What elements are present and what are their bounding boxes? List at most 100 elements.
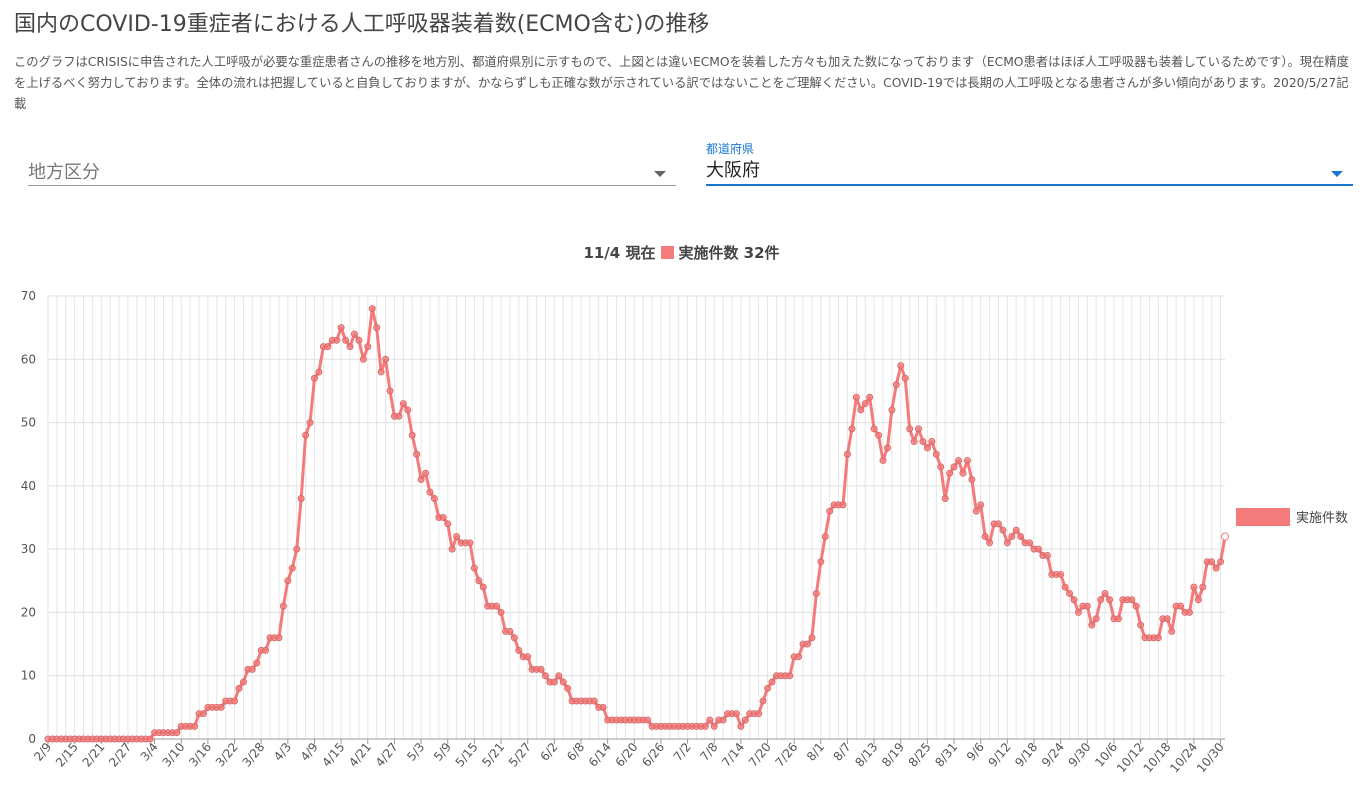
data-point [284,577,292,585]
y-tick-label: 70 [21,289,36,303]
page-title: 国内のCOVID-19重症者における人工呼吸器装着数(ECMO含む)の推移 [14,12,710,37]
data-point [506,627,514,635]
data-point [906,425,914,433]
data-point [843,450,851,458]
y-tick-label: 0 [28,732,36,746]
data-point [346,343,354,351]
x-tick-label: 8/13 [852,740,880,770]
data-point [644,716,652,724]
x-tick-label: 9/6 [964,740,987,764]
legend-swatch [1236,508,1290,526]
data-point [1137,621,1145,629]
data-point [1128,596,1136,604]
data-point [710,722,718,730]
x-tick-label: 3/28 [239,740,267,770]
data-point [395,412,403,420]
prefecture-dropdown-arrow-icon[interactable] [1331,171,1343,177]
data-point [755,710,763,718]
data-point [382,355,390,363]
x-tick-label: 9/18 [1012,740,1040,770]
x-tick-label: 5/15 [453,740,481,770]
data-point [737,722,745,730]
x-tick-label: 9/24 [1039,740,1067,770]
x-tick-label: 6/14 [586,740,614,770]
prefecture-select[interactable]: 都道府県 大阪府 [706,140,1353,186]
data-point [310,374,318,382]
data-point [883,444,891,452]
data-point [399,400,407,408]
x-tick-label: 2/27 [106,740,134,770]
data-point [1208,558,1216,566]
data-point [1008,532,1016,540]
data-point [768,678,776,686]
data-point [377,368,385,376]
data-point [866,393,874,401]
region-select[interactable]: 地方区分 [28,140,676,186]
data-point [1114,615,1122,623]
data-point [590,697,598,705]
data-point [1066,589,1074,597]
data-point [417,476,425,484]
x-tick-label: 2/15 [53,740,81,770]
data-point [719,716,727,724]
y-tick-label: 10 [21,669,36,683]
data-point [821,532,829,540]
data-point [262,646,270,654]
data-point [879,457,887,465]
data-point [963,457,971,465]
x-tick-label: 6/20 [613,740,641,770]
data-point [1043,551,1051,559]
data-point [826,507,834,515]
x-tick-label: 10/24 [1167,740,1200,775]
data-point [337,324,345,332]
data-point [324,343,332,351]
data-point [1070,596,1078,604]
y-tick-label: 30 [21,542,36,556]
data-point [1163,615,1171,623]
data-point [550,678,558,686]
data-point [1017,532,1025,540]
data-point [892,381,900,389]
x-tick-label: 5/21 [479,740,507,770]
data-point [1034,545,1042,553]
series-line [48,307,1227,741]
data-point [1190,583,1198,591]
data-point [306,419,314,427]
region-select-underline [28,185,676,186]
data-point [1003,539,1011,547]
data-point [759,697,767,705]
data-point [910,438,918,446]
data-point [515,646,523,654]
data-point [333,336,341,344]
data-point [217,703,225,711]
x-tick-label: 10/12 [1114,740,1147,775]
data-point [293,545,301,553]
x-tick-label: 3/22 [213,740,241,770]
data-point [923,444,931,452]
data-point [968,476,976,484]
x-tick-label: 4/9 [298,740,321,764]
data-point [1154,634,1162,642]
data-point [1057,570,1065,578]
x-tick-label: 5/3 [404,740,427,764]
data-point [981,532,989,540]
x-tick-label: 8/19 [879,740,907,770]
x-tick-label: 9/12 [986,740,1014,770]
data-point [803,640,811,648]
data-point [1074,608,1082,616]
data-point [453,532,461,540]
data-point [959,469,967,477]
data-point [493,602,501,610]
x-tick-label: 3/4 [138,740,161,764]
data-point [426,488,434,496]
data-point [559,678,567,686]
region-select-placeholder: 地方区分 [28,162,100,183]
region-dropdown-arrow-icon[interactable] [654,171,666,177]
data-point [199,710,207,718]
data-point [848,425,856,433]
data-point [955,457,963,465]
data-point [839,501,847,509]
data-point [1012,526,1020,534]
chart-title-date: 11/4 現在 [583,244,656,262]
